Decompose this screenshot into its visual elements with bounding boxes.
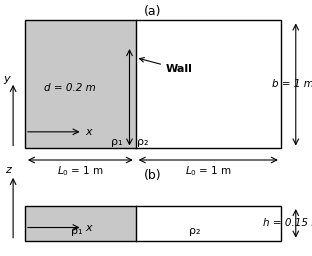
Text: (a): (a) [144, 5, 162, 18]
Text: y: y [3, 74, 10, 84]
Text: $L_0$ = 1 m: $L_0$ = 1 m [185, 165, 232, 178]
Text: $L_0$ = 1 m: $L_0$ = 1 m [57, 165, 104, 178]
Text: ρ₂: ρ₂ [137, 137, 149, 147]
Bar [25, 20, 136, 148]
Text: z: z [5, 165, 10, 175]
Text: x: x [85, 222, 92, 232]
Text: x: x [85, 127, 92, 137]
Bar [25, 206, 136, 241]
Text: Wall: Wall [139, 58, 193, 74]
Text: (b): (b) [144, 169, 162, 182]
Text: b = 1 m: b = 1 m [272, 79, 312, 90]
Text: h = 0.15 m: h = 0.15 m [263, 218, 312, 228]
Text: ρ₁: ρ₁ [71, 226, 82, 236]
Bar [25, 206, 281, 241]
Text: ρ₁: ρ₁ [111, 137, 123, 147]
Text: d = 0.2 m: d = 0.2 m [44, 83, 95, 93]
Bar [25, 20, 281, 148]
Text: ρ₂: ρ₂ [189, 226, 201, 236]
